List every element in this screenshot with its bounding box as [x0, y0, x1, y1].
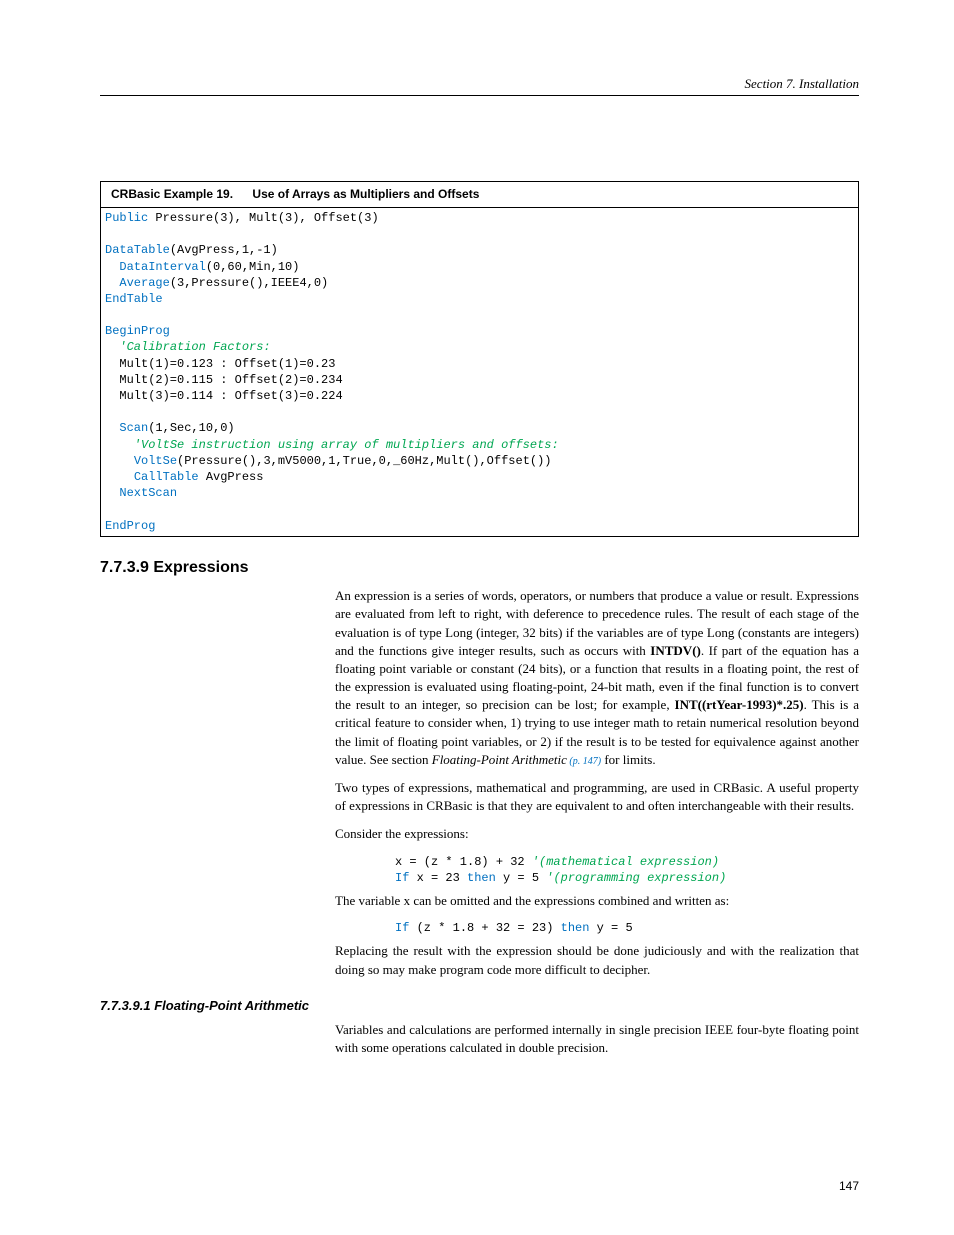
paragraph-2: Two types of expressions, mathematical a… [335, 779, 859, 815]
code-text: y = 5 [496, 871, 539, 885]
kw-average: Average [119, 276, 169, 290]
inline-code-1: x = (z * 1.8) + 32 '(mathematical expres… [395, 854, 859, 886]
int-func: INT((rtYear-1993)*.25) [675, 697, 804, 712]
kw-beginprog: BeginProg [105, 324, 170, 338]
kw-datainterval: DataInterval [119, 260, 205, 274]
code-comment: '(mathematical expression) [525, 855, 719, 869]
code-example-box: CRBasic Example 19. Use of Arrays as Mul… [100, 181, 859, 537]
code-text: (0,60,Min,10) [206, 260, 300, 274]
code-text: Mult(2)=0.115 : Offset(2)=0.234 [105, 373, 343, 387]
kw-if: If [395, 921, 409, 935]
code-text: x = (z * 1.8) + 32 [395, 855, 525, 869]
section-ref: Floating-Point Arithmetic [432, 752, 567, 767]
body-text-block: An expression is a series of words, oper… [335, 587, 859, 979]
kw-then: then [561, 921, 590, 935]
code-text: Mult(3)=0.114 : Offset(3)=0.224 [105, 389, 343, 403]
section-heading-expressions: 7.7.3.9 Expressions [100, 557, 859, 579]
kw-scan: Scan [119, 421, 148, 435]
kw-calltable: CallTable [134, 470, 199, 484]
subsection-heading-floating-point: 7.7.3.9.1 Floating-Point Arithmetic [100, 997, 859, 1015]
header-section-title: Section 7. Installation [100, 75, 859, 96]
code-text: y = 5 [589, 921, 632, 935]
kw-datatable: DataTable [105, 243, 170, 257]
example-title: Use of Arrays as Multipliers and Offsets [252, 187, 479, 201]
kw-public: Public [105, 211, 148, 225]
body-text-block-2: Variables and calculations are performed… [335, 1021, 859, 1057]
para-text: for limits. [601, 752, 656, 767]
paragraph-3: Consider the expressions: [335, 825, 859, 843]
intdv-func: INTDV() [650, 643, 701, 658]
code-text: (Pressure(),3,mV5000,1,True,0,_60Hz,Mult… [177, 454, 551, 468]
code-text: Mult(1)=0.123 : Offset(1)=0.23 [105, 357, 335, 371]
code-text: (AvgPress,1,-1) [170, 243, 278, 257]
page-container: Section 7. Installation CRBasic Example … [0, 0, 954, 1235]
kw-voltse: VoltSe [134, 454, 177, 468]
paragraph-1: An expression is a series of words, oper… [335, 587, 859, 769]
page-number: 147 [839, 1178, 859, 1195]
code-example-title-row: CRBasic Example 19. Use of Arrays as Mul… [101, 182, 858, 208]
code-body: Public Pressure(3), Mult(3), Offset(3) D… [101, 208, 858, 536]
code-text: (1,Sec,10,0) [148, 421, 234, 435]
code-text: AvgPress [199, 470, 264, 484]
code-text: (z * 1.8 + 32 = 23) [409, 921, 560, 935]
code-comment: '(programming expression) [539, 871, 726, 885]
inline-code-2: If (z * 1.8 + 32 = 23) then y = 5 [395, 920, 859, 936]
paragraph-4: The variable x can be omitted and the ex… [335, 892, 859, 910]
kw-nextscan: NextScan [119, 486, 177, 500]
page-ref-link[interactable]: (p. 147) [567, 756, 601, 767]
kw-endtable: EndTable [105, 292, 163, 306]
paragraph-5: Replacing the result with the expression… [335, 942, 859, 978]
code-comment: 'Calibration Factors: [119, 340, 270, 354]
code-text: x = 23 [409, 871, 467, 885]
kw-endprog: EndProg [105, 519, 155, 533]
kw-if: If [395, 871, 409, 885]
paragraph-6: Variables and calculations are performed… [335, 1021, 859, 1057]
kw-then: then [467, 871, 496, 885]
code-comment: 'VoltSe instruction using array of multi… [134, 438, 559, 452]
code-text: Pressure(3), Mult(3), Offset(3) [148, 211, 378, 225]
code-text: (3,Pressure(),IEEE4,0) [170, 276, 328, 290]
example-label: CRBasic Example 19. [111, 187, 233, 201]
